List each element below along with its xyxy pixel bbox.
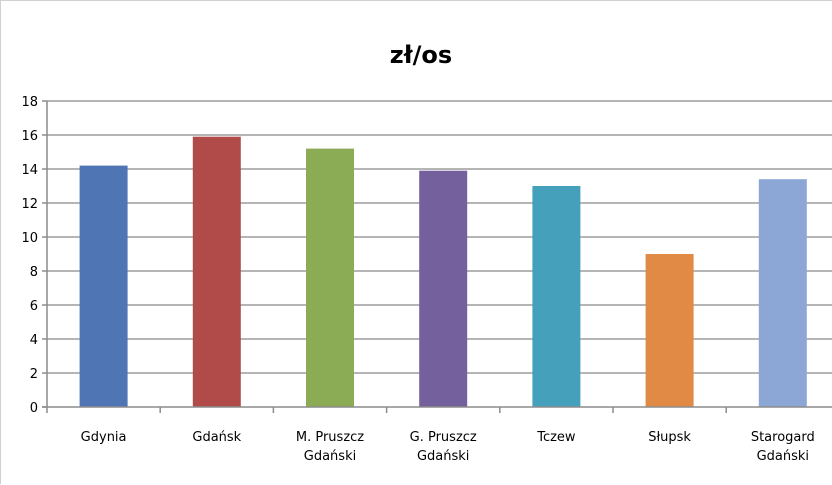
y-axis-tick-labels: 0 2 4 6 8 10 12 14 16 18 xyxy=(21,95,38,416)
bar xyxy=(306,148,354,407)
x-category-label: Gdynia xyxy=(81,430,127,445)
axes xyxy=(42,101,832,413)
y-tick-label: 12 xyxy=(21,197,38,212)
x-category-label: Gdańsk xyxy=(192,430,241,445)
y-tick-label: 8 xyxy=(30,265,38,280)
bar xyxy=(192,136,241,407)
x-category-label: M. Pruszcz Gdański xyxy=(296,430,364,464)
x-category-label: G. Pruszcz Gdański xyxy=(410,430,477,464)
y-tick-label: 16 xyxy=(21,129,38,144)
y-tick-label: 14 xyxy=(21,163,38,178)
x-category-label: Tczew xyxy=(536,430,576,445)
y-tick-label: 0 xyxy=(30,401,38,416)
x-axis-category-labels: Gdynia Gdańsk M. Pruszcz Gdański G. Pruszcz G… xyxy=(81,430,815,464)
x-category-label: Starogard Gdański xyxy=(751,430,815,464)
y-tick-label: 4 xyxy=(30,333,38,348)
bar xyxy=(645,254,694,407)
y-tick-label: 2 xyxy=(30,367,38,382)
bars xyxy=(79,136,807,407)
bar xyxy=(419,170,468,407)
chart-title: zł/os xyxy=(390,41,452,69)
y-tick-label: 6 xyxy=(30,299,38,314)
bar xyxy=(758,179,807,407)
x-category-label: Słupsk xyxy=(648,430,691,445)
bar xyxy=(79,165,128,407)
y-tick-label: 18 xyxy=(21,95,38,110)
bar xyxy=(532,186,581,407)
y-tick-label: 10 xyxy=(21,231,38,246)
